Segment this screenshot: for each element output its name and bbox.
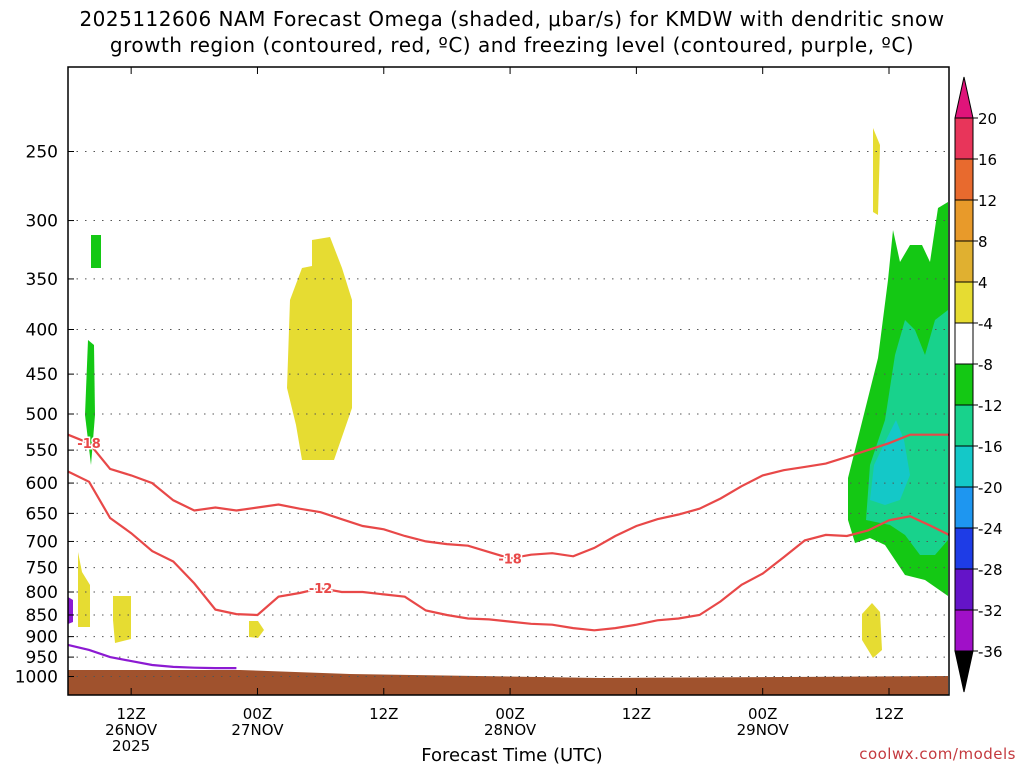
- xtick-label-0-0: 12Z: [116, 705, 145, 723]
- plot-frame: [67, 66, 950, 696]
- terrain-polygon: [68, 670, 948, 695]
- ytick-label-900: 900: [26, 628, 58, 648]
- colorbar-label-1: 16: [978, 151, 997, 169]
- xtick-label-4-0: 12Z: [622, 705, 651, 723]
- omega-region-2: [113, 596, 131, 643]
- ytick-label-350: 350: [26, 270, 58, 290]
- colorbar-swatch-3: [954, 240, 974, 283]
- colorbar-label-4: 4: [978, 274, 988, 292]
- contour-label--12-0: -12: [309, 582, 333, 597]
- colorbar-swatch-6: [954, 363, 974, 406]
- xtick-label-3-1: 28NOV: [484, 721, 537, 739]
- omega-region-6: [91, 235, 101, 268]
- ytick-label-500: 500: [26, 405, 58, 425]
- contour-label--18-1: -18: [498, 552, 522, 567]
- colorbar-swatch-8: [954, 445, 974, 488]
- omega-region-10: [870, 420, 910, 505]
- colorbar-swatch-10: [954, 527, 974, 570]
- colorbar-label-8: -16: [978, 438, 1003, 456]
- colorbar: 20 16 12 8 4 -4 -8 -12 -16 -20 -24 -28 -32 -36: [954, 76, 1003, 693]
- freezing-level-contour: [67, 597, 237, 670]
- ytick-label-1000: 1000: [15, 668, 58, 688]
- title-line-2: growth region (contoured, red, ºC) and f…: [109, 33, 915, 57]
- colorbar-swatch-1: [954, 158, 974, 201]
- ytick-label-950: 950: [26, 648, 58, 668]
- xtick-label-1-0: 00Z: [243, 705, 272, 723]
- xtick-label-3-0: 00Z: [495, 705, 524, 723]
- colorbar-swatch-12: [954, 609, 974, 652]
- pressure-gridlines: [68, 151, 949, 678]
- colorbar-swatch-4: [954, 281, 974, 324]
- ytick-label-800: 800: [26, 583, 58, 603]
- omega-region-0: [287, 237, 352, 460]
- ytick-label-750: 750: [26, 559, 58, 579]
- colorbar-label-0: 20: [978, 110, 997, 128]
- xtick-label-6-0: 12Z: [874, 705, 903, 723]
- xtick-label-1-1: 27NOV: [231, 721, 284, 739]
- ytick-label-250: 250: [26, 143, 58, 163]
- ytick-label-300: 300: [26, 212, 58, 232]
- ytick-label-650: 650: [26, 504, 58, 524]
- colorbar-swatch-9: [954, 486, 974, 529]
- ytick-label-700: 700: [26, 532, 58, 552]
- chart-title: 2025112606 NAM Forecast Omega (shaded, μ…: [0, 6, 1024, 58]
- colorbar-label-3: 8: [978, 233, 988, 251]
- terrain-fill: [68, 670, 948, 695]
- omega-region-7: [85, 340, 95, 465]
- freezing-level-line: [67, 643, 237, 670]
- contour--18: [67, 433, 949, 560]
- colorbar-label-13: -36: [978, 643, 1003, 661]
- ytick-label-550: 550: [26, 441, 58, 461]
- omega-region-5: [862, 603, 882, 658]
- colorbar-label-6: -8: [978, 356, 993, 374]
- xtick-label-0-1: 26NOV: [105, 721, 158, 739]
- colorbar-top-cap: [954, 76, 974, 119]
- colorbar-swatch-2: [954, 199, 974, 242]
- ytick-label-600: 600: [26, 474, 58, 494]
- ytick-label-450: 450: [26, 365, 58, 385]
- ytick-label-850: 850: [26, 606, 58, 626]
- omega-region-1: [78, 552, 90, 627]
- xtick-label-5-0: 00Z: [748, 705, 777, 723]
- colorbar-label-12: -32: [978, 602, 1003, 620]
- x-axis-title: Forecast Time (UTC): [421, 745, 603, 766]
- freezing-level-edge: [68, 597, 73, 624]
- colorbar-label-2: 12: [978, 192, 997, 210]
- title-line-1: 2025112606 NAM Forecast Omega (shaded, μ…: [79, 7, 945, 31]
- colorbar-label-7: -12: [978, 397, 1003, 415]
- site-credit: coolwx.com/models: [859, 745, 1016, 763]
- colorbar-swatch-0: [954, 117, 974, 160]
- xtick-label-5-1: 29NOV: [737, 721, 790, 739]
- colorbar-swatch-5: [954, 322, 974, 365]
- omega-region-4: [873, 128, 880, 215]
- colorbar-swatch-11: [954, 568, 974, 611]
- xtick-label-0-2: 2025: [112, 737, 150, 755]
- y-axis-ticks: 2503003504004505005506006507007508008509…: [15, 143, 74, 688]
- contour-label--18-0: -18: [77, 437, 101, 452]
- xtick-label-2-0: 12Z: [369, 705, 398, 723]
- colorbar-label-11: -28: [978, 561, 1003, 579]
- colorbar-label-10: -24: [978, 520, 1003, 538]
- colorbar-bottom-cap: [954, 650, 974, 693]
- colorbar-label-9: -20: [978, 479, 1003, 497]
- contour--12: [67, 470, 950, 632]
- ytick-label-400: 400: [26, 321, 58, 341]
- omega-region-3: [249, 621, 264, 638]
- omega-fills: [78, 128, 948, 658]
- temperature-contours: -18 -18 -12: [67, 433, 950, 632]
- colorbar-label-5: -4: [978, 315, 993, 333]
- colorbar-swatch-7: [954, 404, 974, 447]
